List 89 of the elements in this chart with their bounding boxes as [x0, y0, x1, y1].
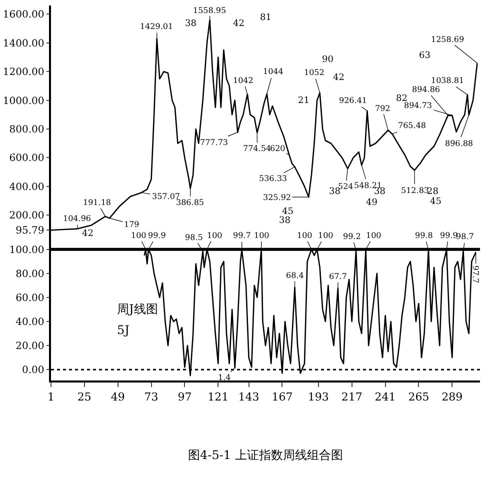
annotation: 38	[329, 187, 341, 197]
annotation: 100	[318, 231, 334, 240]
annotation: 42	[233, 19, 244, 29]
annotation: 99.2	[343, 232, 361, 241]
annotation: 99.8	[415, 231, 433, 240]
annotation: 357.07	[152, 192, 180, 201]
y-tick-label: 80.00	[16, 268, 44, 280]
caption: 图4-5-1 上证指数周线组合图	[188, 448, 343, 462]
annotation: 38	[279, 216, 291, 226]
annotation: 1052	[304, 68, 324, 77]
y-tick-label: 800.00	[9, 124, 44, 136]
annotation: 894.86	[412, 85, 440, 94]
x-tick-label: 49	[110, 390, 125, 404]
annotation: 100	[207, 231, 222, 240]
x-tick-label: 265	[408, 390, 430, 404]
annotation: 21	[298, 96, 310, 106]
x-tick-label: 25	[77, 390, 92, 404]
annotation: 28	[427, 187, 439, 197]
annotation: 1042	[233, 76, 254, 85]
y-tick-label: 200.00	[9, 210, 44, 222]
y-tick-label: 1000.00	[2, 96, 44, 107]
x-tick-label: 143	[238, 390, 260, 404]
x-tick-label: 241	[374, 390, 396, 404]
annotation: 100	[254, 231, 270, 240]
annotation: 67.7	[329, 272, 347, 281]
annotation: 774.54	[243, 144, 271, 153]
y-tick-label: 600.00	[9, 153, 44, 164]
annotation: 100	[366, 231, 382, 240]
y-tick-label: 40.00	[16, 317, 44, 328]
y-tick-label: 400.00	[9, 182, 44, 193]
annotation: 42	[82, 229, 94, 239]
annotation: 45	[430, 197, 442, 207]
y-tick-label: 1200.00	[2, 67, 44, 78]
annotation: 777.73	[200, 138, 228, 147]
annotation: 896.88	[445, 139, 473, 148]
annotation: 104.96	[63, 214, 91, 223]
annotation: 191.18	[83, 198, 111, 207]
annotation: 620	[270, 144, 286, 153]
annotation: 536.33	[259, 174, 287, 183]
x-tick-label: 121	[208, 390, 229, 404]
annotation: 1044	[263, 67, 284, 76]
annotation: 42	[333, 73, 344, 83]
annotation: 90	[322, 55, 334, 65]
annotation: 1.4	[218, 373, 231, 382]
y-tick-label: 95.79	[16, 226, 44, 237]
x-tick-label: 167	[272, 390, 293, 404]
x-tick-label: 97	[178, 390, 192, 404]
y-tick-label: 1400.00	[2, 38, 44, 50]
annotation: 38	[374, 187, 386, 197]
annotation: 524	[338, 182, 354, 191]
annotation: 100	[297, 231, 312, 240]
annotation: 99.9	[440, 231, 458, 240]
x-tick-label: 193	[308, 390, 329, 404]
annotation: 325.92	[263, 193, 291, 202]
annotation: 1429.01	[140, 22, 174, 31]
annotation: 68.4	[286, 271, 304, 280]
annotation: 98.7	[456, 232, 474, 241]
annotation: 81	[260, 13, 272, 23]
annotation: 99.9	[148, 231, 166, 240]
annotation: 97.7	[471, 265, 480, 284]
annotation: 98.5	[185, 233, 203, 242]
x-tick-label: 289	[442, 390, 463, 404]
annotation: 792	[375, 104, 390, 113]
y-tick-label: 20.00	[16, 341, 44, 352]
x-tick-label: 217	[341, 390, 362, 404]
annotation: 179	[124, 220, 140, 229]
annotation: 99.7	[233, 231, 251, 240]
annotation: 82	[396, 94, 408, 104]
annotation: 45	[282, 207, 294, 217]
annotation: 周J线图	[117, 302, 158, 316]
x-tick-label: 1	[48, 390, 54, 404]
annotation: 894.73	[404, 101, 432, 110]
annotation: 1258.69	[431, 35, 464, 44]
y-tick-label: 1600.00	[2, 10, 44, 21]
y-tick-label: 0.00	[22, 365, 44, 376]
x-tick-label: 73	[144, 390, 158, 404]
annotation: 765.48	[398, 121, 426, 130]
annotation: 512.83	[401, 186, 429, 195]
annotation: 386.85	[176, 198, 204, 207]
annotation: 1038.81	[431, 76, 464, 85]
annotation: 49	[366, 198, 378, 208]
annotation: 5J	[117, 323, 130, 337]
annotation: 63	[419, 51, 431, 61]
annotation: 38	[185, 19, 197, 29]
annotation: 100	[131, 231, 146, 240]
y-tick-label: 60.00	[16, 292, 44, 304]
annotation: 1558.95	[193, 6, 226, 15]
annotation: 926.41	[339, 96, 367, 105]
y-tick-label: 100.00	[9, 244, 44, 256]
